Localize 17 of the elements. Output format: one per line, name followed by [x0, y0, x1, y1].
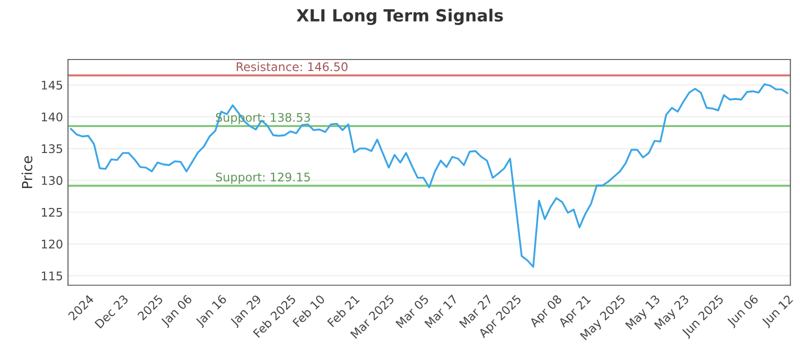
y-tick-label: 130 [42, 176, 62, 185]
ref-line-label: Resistance: 146.50 [236, 62, 348, 72]
x-tick-label: Feb 21 [326, 294, 360, 328]
x-tick-label: Dec 23 [94, 294, 129, 329]
chart-title: XLI Long Term Signals [296, 8, 503, 26]
y-tick-label: 115 [42, 272, 62, 280]
x-tick-label: Jun 12 [760, 294, 795, 328]
y-tick-label: 120 [42, 240, 62, 249]
x-tick-label: Jan 16 [194, 294, 229, 328]
x-tick-label: Jun 06 [726, 294, 760, 328]
y-tick-label: 135 [42, 144, 62, 154]
y-axis-title: Price [22, 156, 32, 188]
line-series [70, 83, 788, 268]
y-tick-label: 140 [42, 112, 62, 122]
y-tick-label: 145 [42, 80, 62, 90]
y-tick-label: 125 [42, 208, 62, 217]
ref-line-label: Support: 129.15 [216, 172, 310, 184]
